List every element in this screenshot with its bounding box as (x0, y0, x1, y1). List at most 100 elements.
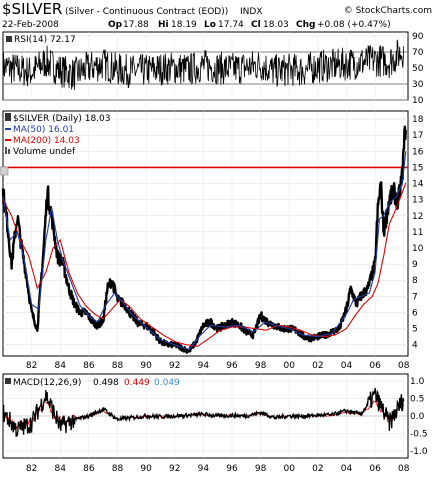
macd-panel: 1.0 0.5 0.0 -0.5 -1.0 MACD(12,26,9) 0.498 0.… (2, 373, 428, 459)
macd-tick-label: -1.0 (410, 447, 428, 457)
header-date: 22-Feb-2008 (2, 20, 59, 30)
macd-x-tick-label: 94 (198, 464, 210, 474)
macd-signal-value: 0.449 (124, 378, 150, 388)
rsi-legend: RSI(14) 72.17 (14, 35, 76, 45)
volume-legend-label: Volume undef (13, 147, 76, 157)
price-tick-label: 13 (412, 196, 423, 206)
price-x-axis: 82 84 86 88 90 92 94 96 98 00 02 04 06 08 (26, 361, 410, 371)
price-marker-handle (0, 166, 9, 176)
price-tick-label: 12 (412, 212, 423, 222)
price-tick-label: 11 (412, 228, 423, 238)
ma200-line (2, 182, 407, 347)
open-value: 17.88 (123, 20, 149, 30)
macd-x-tick-label: 92 (169, 464, 180, 474)
macd-x-tick-label: 90 (140, 464, 152, 474)
price-x-tick-label: 84 (55, 361, 67, 371)
macd-x-tick-label: 96 (226, 464, 238, 474)
price-x-tick-label: 82 (26, 361, 37, 371)
macd-x-tick-label: 88 (112, 464, 124, 474)
close-label: Cl (251, 20, 261, 30)
macd-tick-label: 0.5 (410, 395, 424, 405)
price-tick-label: 16 (412, 147, 424, 157)
price-panel: 4 5 6 7 8 9 10 11 12 13 14 15 16 17 18 $SILVER (Daily)… (0, 110, 424, 357)
price-x-tick-label: 98 (255, 361, 267, 371)
macd-tick-label: -0.5 (410, 430, 428, 440)
macd-tick-label: 0.0 (410, 412, 425, 422)
symbol-description: (Silver - Continuous Contract (EOD)) (65, 7, 228, 17)
price-frame (2, 110, 409, 357)
macd-legend-value: 0.498 (93, 378, 119, 388)
rsi-gridlines (3, 32, 408, 101)
macd-legend: MACD(12,26,9) 0.498 0.449 0.049 (5, 378, 180, 388)
rsi-tick-label: 30 (412, 80, 424, 90)
ma50-legend-label: MA(50) 16.01 (13, 125, 74, 135)
macd-tick-label: 1.0 (410, 377, 425, 387)
macd-legend-swatch (5, 378, 11, 384)
macd-histogram-value: 0.049 (154, 378, 180, 388)
macd-x-tick-label: 00 (283, 464, 295, 474)
rsi-tick-label: 90 (412, 32, 424, 42)
price-x-tick-label: 00 (283, 361, 295, 371)
high-label: Hi (158, 20, 169, 30)
price-tick-label: 6 (412, 308, 418, 318)
close-value: 18.03 (263, 20, 289, 30)
price-legend-label: $SILVER (Daily) 18.03 (13, 114, 111, 124)
price-tick-label: 8 (412, 276, 418, 286)
rsi-y-axis: 10 30 50 70 90 (412, 32, 424, 106)
rsi-tick-label: 70 (412, 48, 424, 58)
price-x-tick-label: 88 (112, 361, 124, 371)
volume-legend-swatch-a (5, 147, 7, 154)
low-value: 17.74 (218, 20, 244, 30)
macd-x-tick-label: 84 (55, 464, 67, 474)
price-tick-label: 10 (412, 244, 424, 254)
macd-x-tick-label: 98 (255, 464, 267, 474)
rsi-tick-label: 10 (412, 96, 424, 106)
rsi-tick-label: 50 (412, 64, 424, 74)
price-tick-label: 4 (412, 341, 418, 351)
symbol-exchange: INDX (240, 7, 262, 17)
rsi-legend-bg (5, 34, 77, 44)
price-x-tick-label: 92 (169, 361, 180, 371)
rsi-line (2, 39, 405, 90)
price-y-axis: 4 5 6 7 8 9 10 11 12 13 14 15 16 17 18 (412, 115, 424, 351)
price-x-tick-label: 94 (198, 361, 210, 371)
macd-x-tick-label: 82 (26, 464, 37, 474)
symbol-title: $SILVER (2, 0, 62, 18)
price-x-tick-label: 08 (398, 361, 410, 371)
price-x-tick-label: 04 (341, 361, 353, 371)
price-tick-label: 14 (412, 180, 424, 190)
price-x-tick-label: 06 (369, 361, 381, 371)
macd-x-tick-label: 04 (341, 464, 353, 474)
price-legend: $SILVER (Daily) 18.03 MA(50) 16.01 MA(20… (5, 113, 111, 157)
price-x-tick-label: 96 (226, 361, 238, 371)
macd-line (2, 388, 405, 437)
price-tick-label: 18 (412, 115, 424, 125)
price-tick-label: 9 (412, 260, 418, 270)
price-tick-label: 17 (412, 131, 423, 141)
ma200-legend-label: MA(200) 14.03 (13, 136, 80, 146)
price-legend-swatch (5, 113, 11, 121)
macd-legend-label: MACD(12,26,9) (13, 378, 81, 388)
high-value: 18.19 (171, 20, 197, 30)
macd-x-tick-label: 86 (83, 464, 95, 474)
macd-x-tick-label: 08 (398, 464, 410, 474)
ma50-line (2, 151, 407, 351)
low-label: Lo (204, 20, 216, 30)
macd-x-axis: 82 84 86 88 90 92 94 96 98 00 02 04 06 08 (26, 464, 410, 474)
chart-header: $SILVER (Silver - Continuous Contract (E… (2, 0, 432, 30)
price-x-tick-label: 90 (140, 361, 152, 371)
macd-x-tick-label: 06 (369, 464, 381, 474)
price-tick-label: 5 (412, 325, 418, 335)
macd-y-axis: 1.0 0.5 0.0 -0.5 -1.0 (410, 377, 428, 457)
change-value: +0.08 (+0.47%) (317, 20, 391, 30)
rsi-panel: 10 30 50 70 90 RSI(14) 72.17 (2, 31, 424, 106)
stockcharts-credit: © StockCharts.com (344, 6, 432, 16)
rsi-legend-swatch (6, 36, 12, 42)
price-tick-label: 15 (412, 163, 423, 173)
price-x-tick-label: 02 (312, 361, 323, 371)
change-label: Chg (296, 20, 315, 30)
macd-x-tick-label: 02 (312, 464, 323, 474)
open-label: Op (108, 20, 123, 30)
volume-legend-swatch-b (8, 149, 10, 154)
